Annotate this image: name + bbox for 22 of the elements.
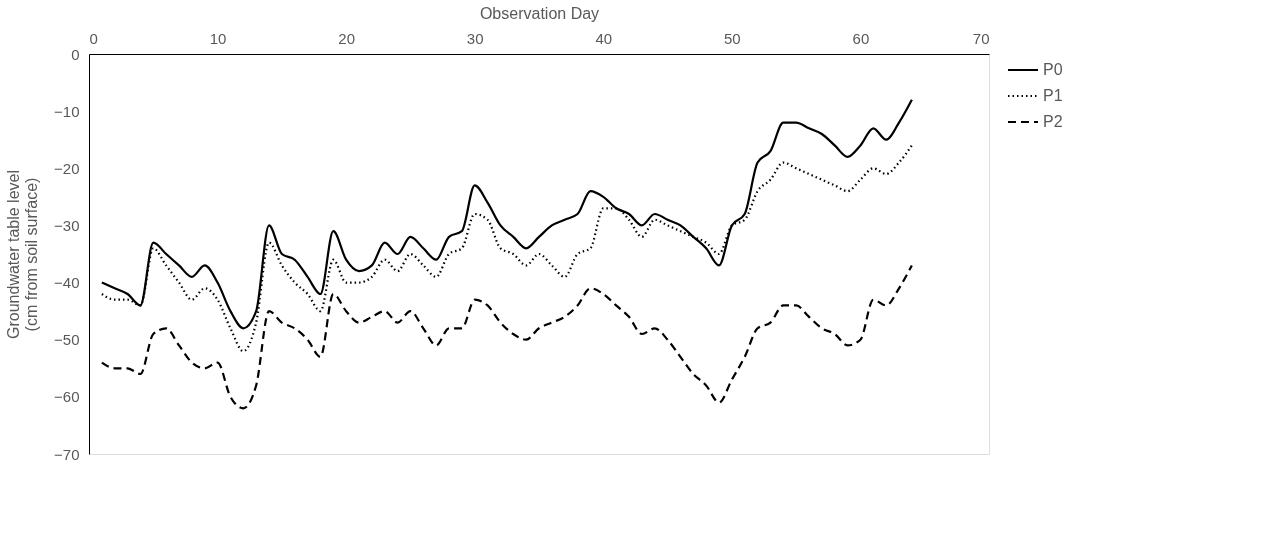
x-tick-label: 10 bbox=[209, 29, 227, 47]
y-tick-label: −10 bbox=[54, 102, 80, 120]
x-tick-label: 40 bbox=[595, 29, 613, 47]
legend-label: P2 bbox=[1043, 113, 1063, 130]
y-tick-label: −50 bbox=[54, 331, 80, 349]
x-tick-label: 0 bbox=[89, 29, 98, 47]
x-tick-label: 70 bbox=[972, 29, 990, 47]
y-tick-label: −30 bbox=[54, 216, 80, 234]
y-axis-title: Groundwater table level (cm from soil surface) bbox=[5, 170, 41, 339]
y-tick-label: −70 bbox=[54, 445, 80, 463]
y-tick-label: 0 bbox=[71, 45, 80, 63]
x-axis-title: Observation Day bbox=[479, 4, 600, 22]
y-tick-label: −40 bbox=[54, 274, 80, 292]
y-tick-label: −60 bbox=[54, 388, 80, 406]
y-tick-label: −20 bbox=[54, 159, 80, 177]
x-tick-label: 60 bbox=[852, 29, 870, 47]
x-tick-label: 50 bbox=[724, 29, 741, 47]
x-tick-label: 20 bbox=[338, 29, 355, 47]
line-series bbox=[100, 264, 913, 410]
x-tick-label: 30 bbox=[466, 29, 484, 47]
legend-label: P0 bbox=[1043, 61, 1063, 78]
legend-label: P1 bbox=[1043, 87, 1063, 104]
